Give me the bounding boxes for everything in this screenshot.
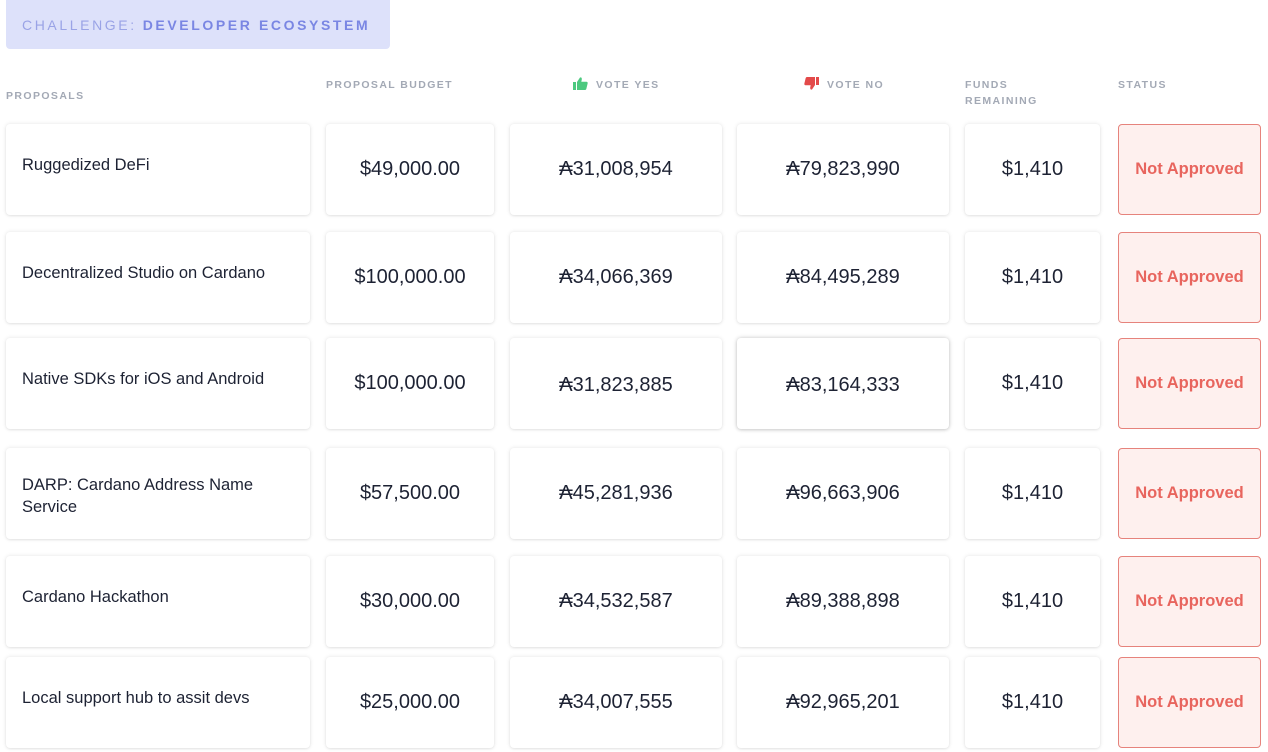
vote-yes-amount: ₳31,008,954 xyxy=(559,158,673,180)
proposal-budget-card: $100,000.00 xyxy=(326,338,494,429)
vote-yes-amount: ₳34,066,369 xyxy=(559,266,673,288)
column-header-vote-no: VOTE NO xyxy=(804,77,884,95)
status-badge: Not Approved xyxy=(1118,338,1261,429)
vote-no-card: ₳96,663,906 xyxy=(737,448,949,539)
status-text: Not Approved xyxy=(1135,160,1244,178)
proposal-budget: $25,000.00 xyxy=(359,691,461,713)
funds-remaining-card: $1,410 xyxy=(965,124,1100,215)
proposal-title-card[interactable]: Cardano Hackathon xyxy=(6,556,310,647)
vote-no-amount: ₳84,495,289 xyxy=(786,266,900,288)
funds-remaining-amount: $1,410 xyxy=(1001,691,1064,713)
thumbs-up-icon xyxy=(573,77,588,95)
vote-yes-amount: ₳31,823,885 xyxy=(559,374,673,396)
vote-no-card: ₳83,164,333 xyxy=(737,338,949,429)
proposal-title: Local support hub to assit devs xyxy=(22,689,250,707)
vote-yes-amount: ₳34,007,555 xyxy=(559,691,673,713)
vote-no-card: ₳89,388,898 xyxy=(737,556,949,647)
status-text: Not Approved xyxy=(1135,592,1244,610)
challenge-label: CHALLENGE: xyxy=(22,16,137,33)
proposal-budget-card: $25,000.00 xyxy=(326,657,494,748)
proposal-title: Native SDKs for iOS and Android xyxy=(22,370,265,388)
column-header-vote-yes: VOTE YES xyxy=(573,77,660,95)
thumbs-down-icon xyxy=(804,77,819,95)
proposal-budget: $57,500.00 xyxy=(359,482,461,504)
funds-remaining-amount: $1,410 xyxy=(1001,158,1064,180)
column-header-budget: PROPOSAL BUDGET xyxy=(326,79,453,91)
proposal-budget-card: $57,500.00 xyxy=(326,448,494,539)
funds-remaining-card: $1,410 xyxy=(965,232,1100,323)
funds-remaining-amount: $1,410 xyxy=(1001,372,1064,394)
proposal-title-card[interactable]: Decentralized Studio on Cardano xyxy=(6,232,310,323)
vote-no-amount: ₳83,164,333 xyxy=(786,374,900,396)
proposal-budget-card: $100,000.00 xyxy=(326,232,494,323)
column-header-funds-remaining: FUNDS REMAINING xyxy=(965,77,1038,109)
funds-remaining-label-line2: REMAINING xyxy=(965,95,1038,107)
proposal-budget: $100,000.00 xyxy=(354,372,466,394)
proposal-title: DARP: Cardano Address Name Service xyxy=(22,476,254,516)
vote-yes-amount: ₳34,532,587 xyxy=(559,590,673,612)
status-text: Not Approved xyxy=(1135,484,1244,502)
proposal-budget-card: $49,000.00 xyxy=(326,124,494,215)
status-text: Not Approved xyxy=(1135,268,1244,286)
status-badge: Not Approved xyxy=(1118,657,1261,748)
status-badge: Not Approved xyxy=(1118,124,1261,215)
vote-no-amount: ₳92,965,201 xyxy=(786,691,900,713)
vote-no-amount: ₳89,388,898 xyxy=(786,590,900,612)
status-badge: Not Approved xyxy=(1118,448,1261,539)
vote-yes-card: ₳45,281,936 xyxy=(510,448,722,539)
vote-no-amount: ₳96,663,906 xyxy=(786,482,900,504)
proposal-budget-card: $30,000.00 xyxy=(326,556,494,647)
proposal-title: Ruggedized DeFi xyxy=(22,156,150,174)
vote-no-card: ₳92,965,201 xyxy=(737,657,949,748)
status-badge: Not Approved xyxy=(1118,232,1261,323)
funds-remaining-amount: $1,410 xyxy=(1001,590,1064,612)
vote-yes-card: ₳34,532,587 xyxy=(510,556,722,647)
column-header-proposals: PROPOSALS xyxy=(6,90,85,102)
vote-no-amount: ₳79,823,990 xyxy=(786,158,900,180)
proposal-title: Decentralized Studio on Cardano xyxy=(22,264,266,282)
challenge-header: CHALLENGE: DEVELOPER ECOSYSTEM xyxy=(6,0,390,49)
proposal-title-card[interactable]: Native SDKs for iOS and Android xyxy=(6,338,310,429)
vote-no-card: ₳79,823,990 xyxy=(737,124,949,215)
proposal-budget: $100,000.00 xyxy=(354,266,466,288)
funds-remaining-card: $1,410 xyxy=(965,448,1100,539)
funds-remaining-amount: $1,410 xyxy=(1001,266,1064,288)
vote-yes-label: VOTE YES xyxy=(596,79,660,91)
vote-yes-card: ₳31,008,954 xyxy=(510,124,722,215)
proposal-title: Cardano Hackathon xyxy=(22,588,169,606)
funds-remaining-label-line1: FUNDS xyxy=(965,79,1009,91)
challenge-name: DEVELOPER ECOSYSTEM xyxy=(142,16,371,33)
status-badge: Not Approved xyxy=(1118,556,1261,647)
proposal-title-card[interactable]: Local support hub to assit devs xyxy=(6,657,310,748)
vote-yes-card: ₳31,823,885 xyxy=(510,338,722,429)
status-text: Not Approved xyxy=(1135,374,1244,392)
funds-remaining-amount: $1,410 xyxy=(1001,482,1064,504)
funds-remaining-card: $1,410 xyxy=(965,657,1100,748)
vote-no-label: VOTE NO xyxy=(827,79,885,91)
vote-no-card: ₳84,495,289 xyxy=(737,232,949,323)
proposal-title-card[interactable]: DARP: Cardano Address Name Service xyxy=(6,448,310,539)
proposal-title-card[interactable]: Ruggedized DeFi xyxy=(6,124,310,215)
column-header-status: STATUS xyxy=(1118,79,1167,91)
status-text: Not Approved xyxy=(1135,693,1244,711)
funds-remaining-card: $1,410 xyxy=(965,556,1100,647)
vote-yes-card: ₳34,007,555 xyxy=(510,657,722,748)
vote-yes-amount: ₳45,281,936 xyxy=(559,482,673,504)
proposal-budget: $49,000.00 xyxy=(359,158,461,180)
funds-remaining-card: $1,410 xyxy=(965,338,1100,429)
proposal-budget: $30,000.00 xyxy=(359,590,461,612)
vote-yes-card: ₳34,066,369 xyxy=(510,232,722,323)
